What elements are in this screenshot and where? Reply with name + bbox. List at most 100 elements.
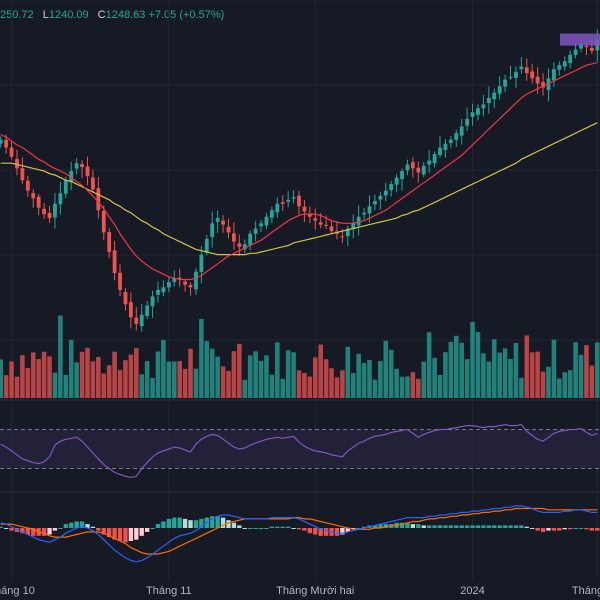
candle-body (0, 139, 3, 144)
macd-histogram-bar (63, 524, 68, 528)
volume-bar (264, 355, 269, 398)
candle-body (345, 228, 350, 237)
candle-body (367, 206, 372, 214)
rsi-pane[interactable] (0, 423, 600, 478)
macd-histogram-bar (568, 528, 573, 530)
volume-bar (383, 340, 389, 398)
macd-pane[interactable] (0, 505, 600, 563)
volume-bar (513, 342, 519, 398)
ma-fast-line (0, 62, 598, 281)
volume-bar (584, 345, 589, 398)
volume-bar (258, 360, 264, 398)
candle-body (530, 71, 535, 79)
volume-bar (0, 359, 3, 398)
candle-body (101, 211, 106, 233)
volume-bar (454, 335, 459, 398)
macd-histogram-bar (226, 520, 231, 528)
time-axis-label: Tháng Mười hai (276, 585, 354, 597)
volume-bar (318, 344, 323, 398)
macd-histogram-bar (557, 528, 562, 531)
volume-bar (242, 379, 248, 398)
candle-body (264, 216, 269, 226)
volume-bar (128, 354, 134, 398)
volume-bar (150, 377, 155, 398)
candle-body (307, 213, 312, 217)
time-axis-label: Tháng Hai (572, 585, 600, 597)
candle-body (242, 244, 247, 250)
macd-histogram-bar (562, 528, 567, 530)
candle-body (226, 226, 231, 233)
macd-line (0, 505, 598, 563)
candle-body (383, 190, 388, 196)
macd-histogram-bar (486, 525, 491, 528)
candle-body (589, 47, 594, 51)
candle-body (470, 112, 475, 117)
macd-histogram-bar (166, 518, 172, 528)
macd-histogram-bar (302, 528, 307, 531)
macd-histogram-bar (177, 517, 182, 528)
volume-bar (589, 365, 595, 398)
candle-body (579, 44, 583, 49)
macd-histogram-bar (20, 528, 25, 534)
macd-histogram-bar (573, 528, 578, 529)
macd-histogram-bar (356, 528, 361, 529)
macd-histogram-bar (508, 525, 513, 528)
candle-body (351, 223, 356, 229)
macd-histogram-bar (334, 528, 340, 536)
time-axis-label: Tháng 10 (0, 585, 35, 597)
candle-body (74, 163, 79, 169)
candle-body (443, 143, 448, 151)
legend-close-key: C (97, 9, 106, 21)
volume-bar (193, 368, 199, 398)
candle-body (286, 199, 291, 202)
candle-body (378, 195, 383, 200)
macd-histogram-bar (530, 528, 535, 529)
macd-signal-line (0, 507, 598, 555)
macd-histogram-bar (535, 528, 540, 531)
candle-body (128, 302, 133, 318)
candle-body (465, 118, 470, 126)
macd-histogram-bar (296, 528, 302, 530)
candle-body (329, 226, 334, 232)
candle-body (15, 158, 19, 169)
volume-bar (247, 355, 253, 398)
volume-bar (557, 378, 562, 398)
candle-body (486, 97, 491, 104)
macd-histogram-bar (85, 524, 90, 528)
candle-body (432, 154, 437, 164)
candle-body (248, 233, 253, 246)
candle-body (134, 317, 139, 324)
volume-bar (199, 318, 204, 398)
macd-histogram-bar (313, 528, 318, 535)
volume-bar (231, 351, 237, 398)
volume-bar (388, 349, 394, 398)
macd-histogram-bar (161, 521, 166, 528)
macd-histogram-bar (464, 525, 470, 528)
candle-body (53, 203, 57, 218)
price-pane[interactable] (0, 29, 600, 398)
volume-bar (20, 355, 25, 398)
macd-histogram-bar (318, 528, 323, 536)
volume-bar (68, 339, 74, 398)
volume-bar (524, 335, 530, 398)
volume-bar (85, 347, 90, 398)
chart-grid (0, 0, 600, 580)
candle-body (63, 180, 68, 194)
volume-bar (41, 351, 47, 398)
macd-histogram-bar (361, 526, 367, 528)
volume-bar (323, 359, 329, 398)
volume-bar (188, 348, 193, 398)
candle-body (156, 289, 160, 295)
volume-bar (519, 377, 524, 398)
macd-histogram-bar (513, 525, 519, 528)
candle-body (118, 272, 122, 290)
candle-body (557, 65, 562, 70)
volume-bar (350, 373, 356, 398)
candle-body (172, 278, 177, 282)
candle-body (362, 212, 366, 215)
macd-histogram-bar (41, 528, 47, 536)
volume-bar (112, 351, 117, 398)
volume-bar (47, 356, 52, 398)
candle-body (400, 171, 404, 179)
